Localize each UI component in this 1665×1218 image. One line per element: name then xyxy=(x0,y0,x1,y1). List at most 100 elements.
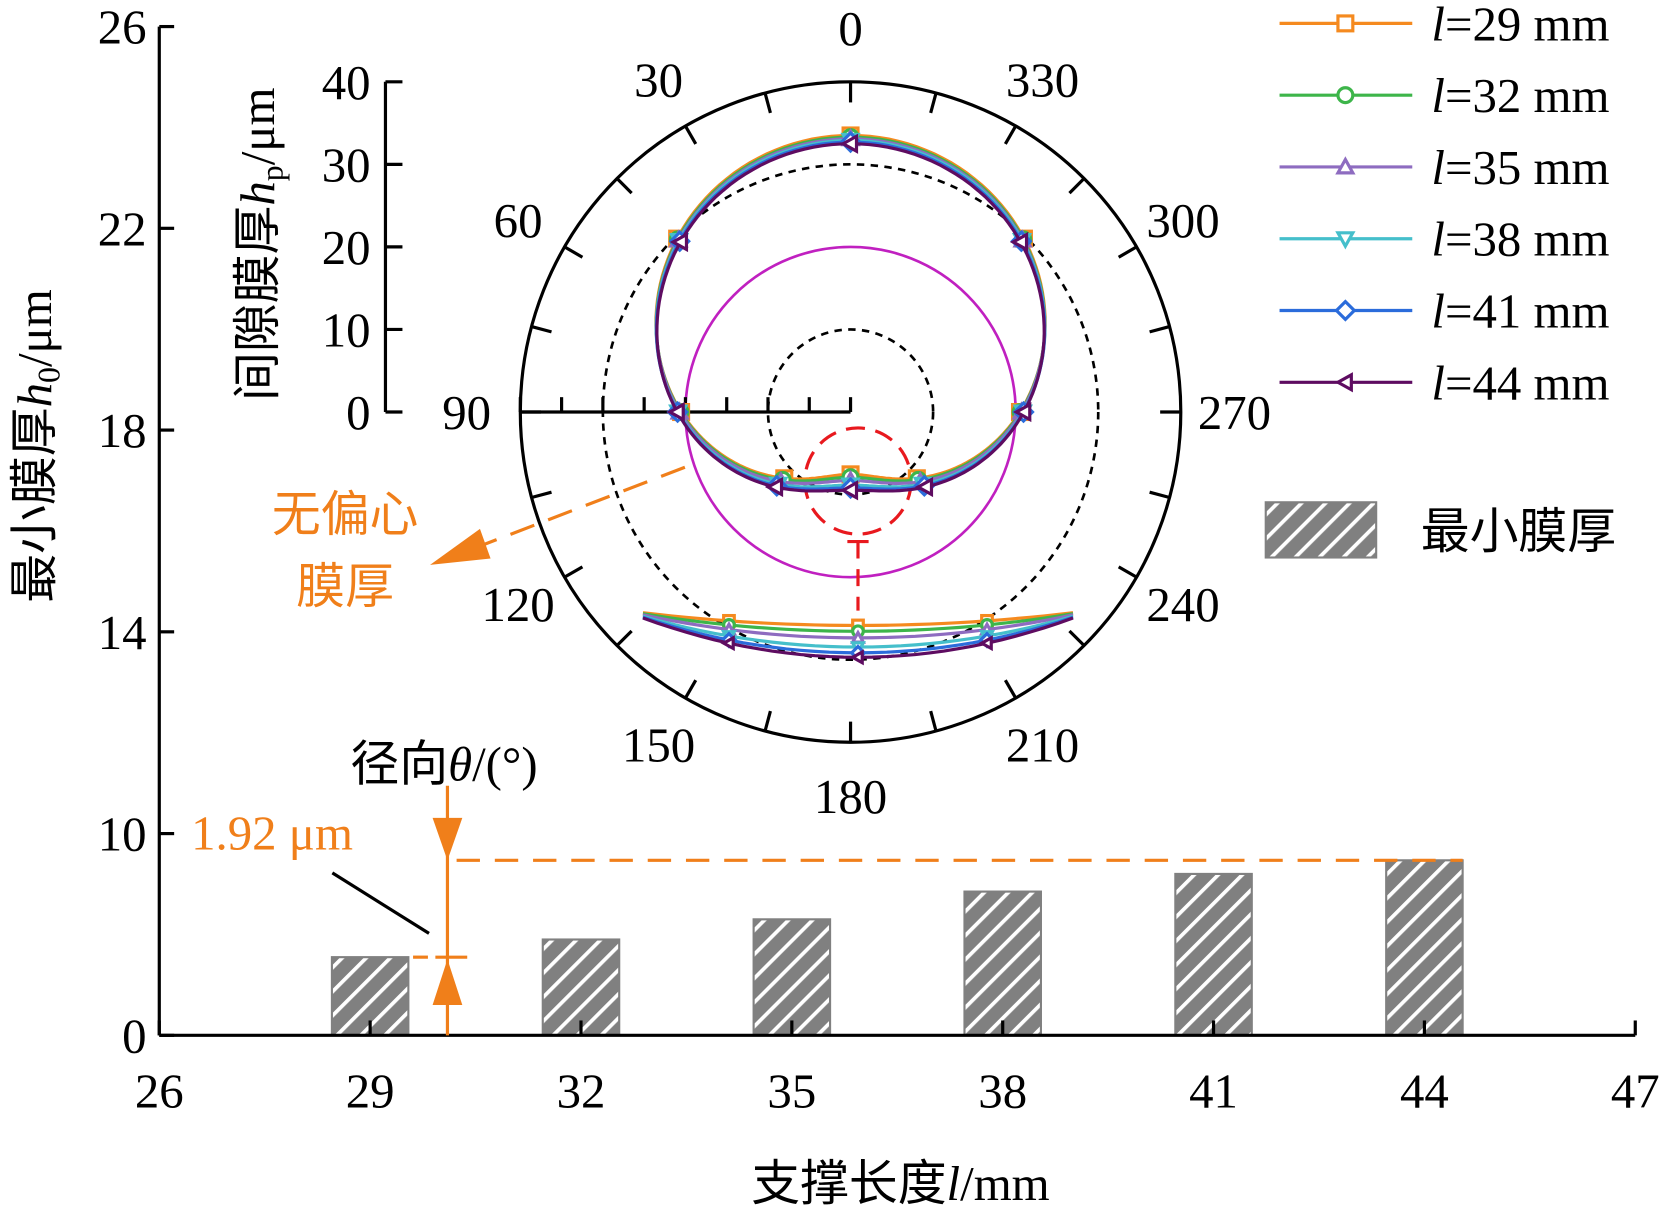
radial-scale-label: 10 xyxy=(322,302,371,357)
angle-tick xyxy=(929,92,938,114)
angle-tick xyxy=(1117,565,1138,579)
polar-chart: 0 30 60 90 120 150 180 210 240 270 300 330 0 10 20 30 40 xyxy=(322,1,1271,824)
angle-tick xyxy=(1068,177,1086,195)
y-tick-label: 18 xyxy=(98,403,147,458)
legend-item-44: l=44 mm xyxy=(1279,355,1610,410)
x-tick-label: 29 xyxy=(346,1064,395,1119)
legend-label: 最小膜厚 xyxy=(1421,504,1616,559)
angle-tick-label: 90 xyxy=(442,385,491,440)
triangle-left-marker-icon xyxy=(1334,372,1353,393)
radial-scale-label: 40 xyxy=(322,55,371,110)
radial-axis-title: 间隙膜厚hp/μm xyxy=(230,88,289,401)
legend-var: l xyxy=(1431,355,1445,410)
x-tick-label: 32 xyxy=(557,1064,606,1119)
angular-axis-title: 径向θ/(°) xyxy=(350,736,537,791)
series-curve xyxy=(654,140,1047,491)
annotation-leader-line xyxy=(331,871,430,935)
radial-scale-label: 30 xyxy=(322,137,371,192)
angle-tick xyxy=(1003,679,1018,699)
triangle-left-marker-icon xyxy=(720,635,735,652)
bar-44 xyxy=(1385,859,1464,1037)
legend-item-bar: 最小膜厚 xyxy=(1264,501,1616,559)
square-marker-icon xyxy=(1336,14,1355,33)
legend-label: l=44 mm xyxy=(1431,355,1609,410)
x-tick-label: 38 xyxy=(978,1064,1027,1119)
legend-value: =38 mm xyxy=(1445,212,1610,267)
angle-tick xyxy=(1003,125,1018,145)
angle-tick xyxy=(684,125,698,145)
angle-tick-label: 270 xyxy=(1198,385,1271,440)
angle-tick xyxy=(763,92,772,114)
triangle-left-marker-icon xyxy=(669,231,689,253)
no-eccentricity-label-1: 无偏心 xyxy=(272,487,418,542)
legend-value: =41 mm xyxy=(1445,284,1610,339)
triangle-left-marker-icon xyxy=(839,480,859,501)
legend-item-35: l=35 mm xyxy=(1279,140,1610,195)
series-44 xyxy=(642,133,1074,666)
angle-tick-label: 120 xyxy=(481,577,554,632)
x-tick-label: 41 xyxy=(1189,1064,1238,1119)
y-axis-title: 最小膜厚h0/μm xyxy=(7,289,66,602)
bar-41 xyxy=(1174,872,1253,1037)
triangle-left-marker-icon xyxy=(1013,401,1032,423)
legend-label: l=41 mm xyxy=(1431,284,1609,339)
angle-tick xyxy=(929,710,938,732)
legend: l=29 mml=32 mml=35 mml=38 mml=41 mml=44 … xyxy=(1264,0,1616,559)
legend-label: l=29 mm xyxy=(1431,0,1609,51)
angle-tick-label: 330 xyxy=(1006,53,1079,108)
angle-tick xyxy=(1117,245,1138,259)
legend-item-29: l=29 mm xyxy=(1279,0,1610,51)
angle-tick-label: 150 xyxy=(622,717,695,772)
angle-tick xyxy=(1149,325,1170,334)
arrow-down-icon xyxy=(432,817,463,861)
triangle-down-marker-icon xyxy=(1335,231,1356,250)
legend-item-38: l=38 mm xyxy=(1279,212,1610,267)
legend-hatch-swatch xyxy=(1264,501,1378,559)
triangle-left-marker-icon xyxy=(914,476,934,498)
legend-label: l=32 mm xyxy=(1431,68,1609,123)
angle-tick xyxy=(563,565,584,579)
legend-item-32: l=32 mm xyxy=(1279,68,1610,123)
legend-value: =44 mm xyxy=(1445,355,1610,410)
angle-tick xyxy=(1149,490,1170,500)
triangle-left-marker-icon xyxy=(764,476,784,498)
angle-tick xyxy=(531,325,552,334)
legend-value: =29 mm xyxy=(1445,0,1610,51)
legend-label: l=35 mm xyxy=(1431,140,1609,195)
angle-tick-label: 210 xyxy=(1006,717,1079,772)
angle-tick-label: 30 xyxy=(634,53,683,108)
x-tick-label: 44 xyxy=(1400,1064,1449,1119)
angle-tick xyxy=(615,629,633,647)
angle-tick xyxy=(531,490,552,500)
legend-var: l xyxy=(1431,212,1445,267)
arrow-icon xyxy=(430,528,491,565)
bar-35 xyxy=(752,918,832,1037)
triangle-left-marker-icon xyxy=(849,649,864,666)
angle-tick xyxy=(763,710,772,732)
legend-var: l xyxy=(1431,140,1445,195)
triangle-left-marker-icon xyxy=(978,635,993,652)
difference-annotation: 1.92 μm xyxy=(191,806,353,861)
angle-tick xyxy=(1068,629,1086,647)
bar-chart: 26 29 32 35 38 41 44 47 0 10 14 18 22 26 xyxy=(98,0,1660,1119)
legend-value: =35 mm xyxy=(1445,140,1610,195)
y-tick-label: 22 xyxy=(98,201,147,256)
y-tick-label: 0 xyxy=(122,1008,146,1063)
legend-item-41: l=41 mm xyxy=(1279,284,1610,339)
angle-tick xyxy=(615,177,633,195)
circle-marker-icon xyxy=(1336,86,1355,105)
y-tick-label: 10 xyxy=(98,807,147,862)
x-tick-label: 35 xyxy=(767,1064,816,1119)
x-axis-title: 支撑长度l/mm xyxy=(751,1156,1049,1211)
triangle-left-marker-icon xyxy=(1009,231,1029,253)
radial-scale-label: 0 xyxy=(346,385,370,440)
no-eccentricity-pointer-line xyxy=(477,465,686,549)
angle-tick xyxy=(563,245,584,259)
x-tick-label: 47 xyxy=(1611,1064,1660,1119)
x-tick-label: 26 xyxy=(135,1064,184,1119)
triangle-up-marker-icon xyxy=(1335,156,1356,175)
arrow-up-icon xyxy=(432,959,463,1005)
angle-tick xyxy=(684,679,698,699)
y-tick-label: 26 xyxy=(98,0,147,55)
legend-var: l xyxy=(1431,0,1445,51)
